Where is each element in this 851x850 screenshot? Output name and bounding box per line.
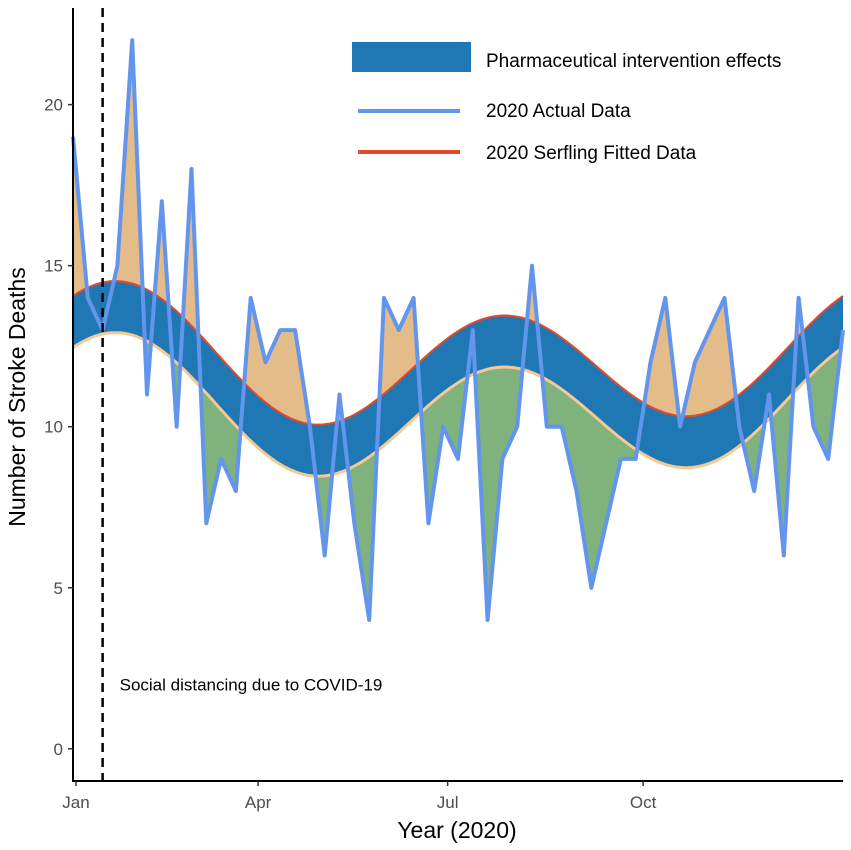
y-axis-title: Number of Stroke Deaths: [4, 267, 30, 527]
x-tick-label: Apr: [245, 793, 272, 812]
social-distancing-annotation: Social distancing due to COVID-19: [120, 675, 383, 694]
legend-label-fitted: 2020 Serfling Fitted Data: [486, 143, 697, 164]
y-tick-label: 20: [44, 96, 63, 115]
x-axis-title: Year (2020): [397, 817, 516, 843]
legend-label-actual: 2020 Actual Data: [486, 101, 631, 122]
y-tick-label: 10: [44, 418, 63, 437]
x-tick-label: Oct: [630, 793, 657, 812]
deviation-fills: [73, 40, 843, 620]
serfling-fitted-line: [72, 280, 844, 426]
intervention-band: [73, 281, 843, 477]
legend: Pharmaceutical intervention effects 2020…: [352, 42, 781, 164]
x-tick-label: Jul: [437, 793, 459, 812]
y-axis-ticks: 0 5 10 15 20: [44, 96, 73, 759]
below-fit-fill: [73, 332, 843, 620]
x-axis-ticks: Jan Apr Jul Oct: [62, 781, 657, 812]
y-tick-label: 0: [54, 740, 63, 759]
legend-label-band: Pharmaceutical intervention effects: [486, 51, 781, 72]
y-tick-label: 15: [44, 257, 63, 276]
y-tick-label: 5: [54, 579, 63, 598]
actual-data-line: [71, 38, 845, 622]
x-tick-label: Jan: [62, 793, 89, 812]
legend-key-band: [352, 42, 471, 72]
